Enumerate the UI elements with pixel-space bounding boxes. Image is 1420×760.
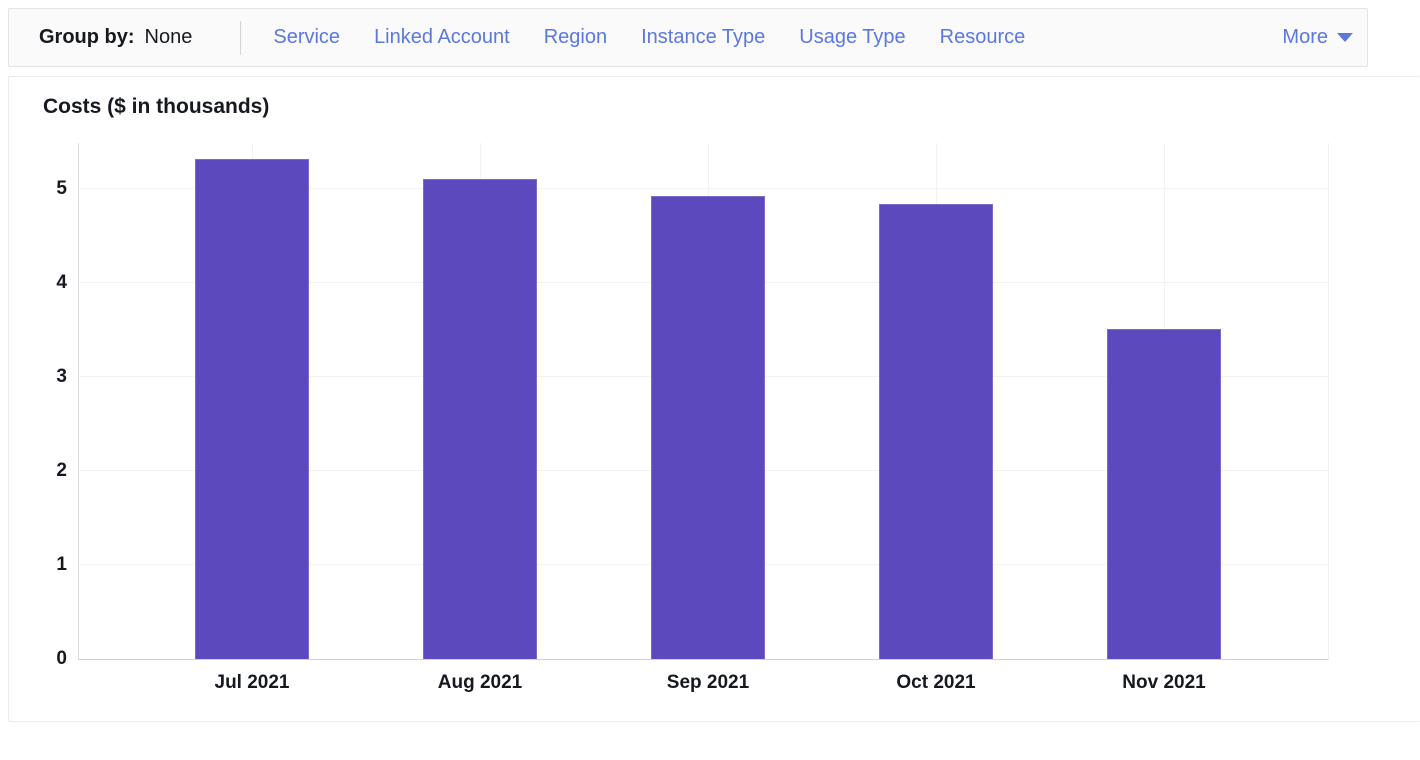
x-tick-label-nov-2021: Nov 2021 <box>1122 672 1206 693</box>
bar-oct-2021[interactable] <box>879 204 993 659</box>
group-by-toolbar: Group by: None Service Linked Account Regi… <box>8 8 1368 67</box>
group-by-links: Service Linked Account Region Instance Type… <box>273 26 1025 49</box>
groupby-link-usage-type[interactable]: Usage Type <box>799 26 906 48</box>
groupby-link-region[interactable]: Region <box>543 26 608 48</box>
y-tick-label-0: 0 <box>56 648 67 669</box>
y-tick-label-4: 4 <box>56 272 67 293</box>
y-tick-label-2: 2 <box>56 460 67 481</box>
y-tick-label-1: 1 <box>56 554 67 575</box>
more-button-label: More <box>1282 26 1328 48</box>
y-gridline <box>79 188 1328 189</box>
x-tick-label-sep-2021: Sep 2021 <box>666 672 750 693</box>
costs-chart-card: Costs ($ in thousands) 0 1 2 3 4 5 Jul 2021 Aug… <box>8 76 1420 722</box>
x-tick-label-aug-2021: Aug 2021 <box>437 672 523 693</box>
y-tick-label-5: 5 <box>56 178 67 199</box>
groupby-link-linked-account[interactable]: Linked Account <box>374 26 510 48</box>
bar-jul-2021[interactable] <box>195 158 309 659</box>
group-by-label: Group by: <box>39 26 135 48</box>
bar-aug-2021[interactable] <box>423 178 537 659</box>
plot-area: 0 1 2 3 4 5 Jul 2021 Aug 2021 Sep 2021 Oct 2021 No… <box>56 143 1329 693</box>
groupby-link-service[interactable]: Service <box>273 26 341 48</box>
more-button[interactable]: More <box>1282 26 1353 49</box>
group-by-current-value: None <box>144 26 193 48</box>
x-tick-label-oct-2021: Oct 2021 <box>896 672 976 693</box>
bar-sep-2021[interactable] <box>651 195 765 659</box>
x-tick-label-jul-2021: Jul 2021 <box>214 672 290 693</box>
caret-down-icon <box>1337 33 1353 42</box>
toolbar-divider <box>240 20 242 55</box>
groupby-link-instance-type[interactable]: Instance Type <box>641 26 766 48</box>
chart-title: Costs ($ in thousands) <box>43 95 270 118</box>
bar-nov-2021[interactable] <box>1107 329 1221 659</box>
groupby-link-resource[interactable]: Resource <box>939 26 1026 48</box>
y-tick-label-3: 3 <box>56 366 67 387</box>
